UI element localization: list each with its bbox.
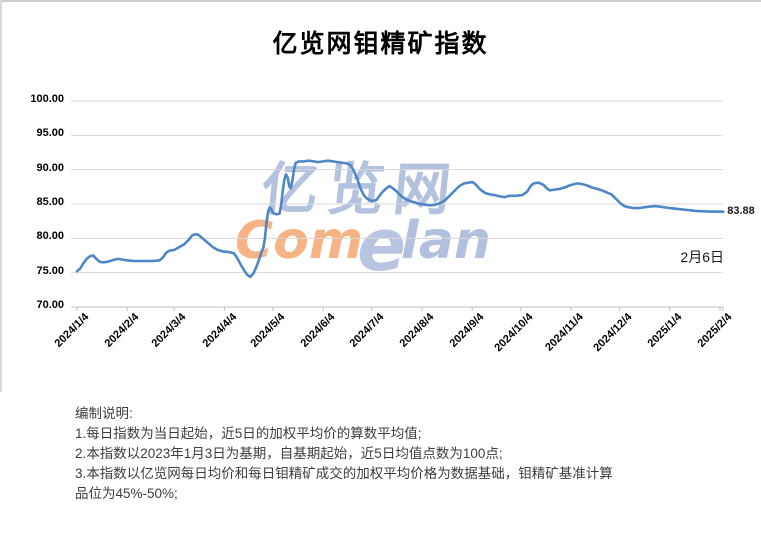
y-axis-label: 75.00 <box>36 264 64 277</box>
footnote-heading: 编制说明: <box>75 406 133 421</box>
y-axis-label: 70.00 <box>36 299 64 311</box>
footnote-line-3: 3.本指数以亿览网每日均价和每日钼精矿成交的加权平均价格为数据基础，钼精矿基准计… <box>75 466 613 481</box>
chart-title: 亿览网钼精矿指数 <box>272 31 489 58</box>
footnote-line-4: 品位为45%-50%; <box>75 486 178 501</box>
window-top-edge <box>0 0 761 2</box>
date-note: 2月6日 <box>680 249 724 265</box>
y-axis-label: 100.00 <box>30 93 64 105</box>
footnote-line-2: 2.本指数以2023年1月3日为基期，自基期起始，近5日均值点数为100点; <box>75 446 503 461</box>
last-value-label: 83.88 <box>727 204 755 217</box>
y-axis-label: 90.00 <box>36 161 64 174</box>
y-axis-label: 80.00 <box>36 230 64 243</box>
index-line <box>75 159 725 279</box>
window-left-edge <box>0 0 2 392</box>
y-axis-label: 95.00 <box>36 127 64 140</box>
y-axis-label: 85.00 <box>36 196 64 208</box>
footnote-line-1: 1.每日指数为当日起始，近5日的加权平均价的算数平均值; <box>75 426 422 441</box>
footnotes: 编制说明: 1.每日指数为当日起始，近5日的加权平均价的算数平均值; 2.本指数… <box>75 404 715 504</box>
